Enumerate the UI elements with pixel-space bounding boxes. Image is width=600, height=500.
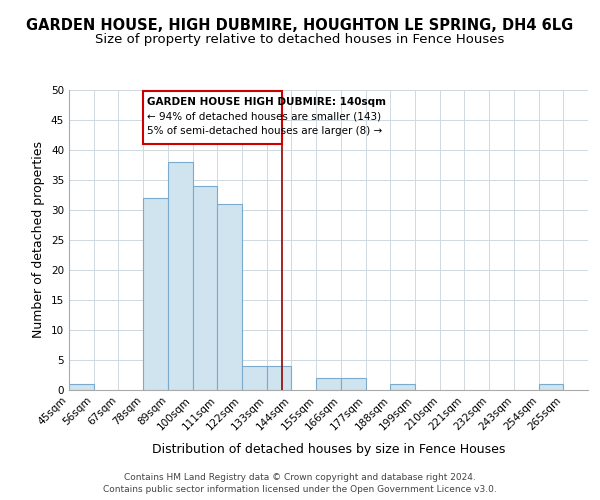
Text: ← 94% of detached houses are smaller (143): ← 94% of detached houses are smaller (14… [146,112,380,122]
Bar [390,384,415,390]
Bar [143,91,283,144]
Bar [143,198,168,390]
Bar [341,378,365,390]
Y-axis label: Number of detached properties: Number of detached properties [32,142,46,338]
Text: Contains HM Land Registry data © Crown copyright and database right 2024.: Contains HM Land Registry data © Crown c… [124,472,476,482]
Text: GARDEN HOUSE, HIGH DUBMIRE, HOUGHTON LE SPRING, DH4 6LG: GARDEN HOUSE, HIGH DUBMIRE, HOUGHTON LE … [26,18,574,32]
Text: 5% of semi-detached houses are larger (8) →: 5% of semi-detached houses are larger (8… [146,126,382,136]
Bar [168,162,193,390]
Text: GARDEN HOUSE HIGH DUBMIRE: 140sqm: GARDEN HOUSE HIGH DUBMIRE: 140sqm [146,97,386,107]
Text: Size of property relative to detached houses in Fence Houses: Size of property relative to detached ho… [95,32,505,46]
Bar [267,366,292,390]
Text: Contains public sector information licensed under the Open Government Licence v3: Contains public sector information licen… [103,485,497,494]
Bar [193,186,217,390]
Bar [217,204,242,390]
Bar [69,384,94,390]
Bar [539,384,563,390]
Bar [242,366,267,390]
Bar [316,378,341,390]
X-axis label: Distribution of detached houses by size in Fence Houses: Distribution of detached houses by size … [152,443,505,456]
